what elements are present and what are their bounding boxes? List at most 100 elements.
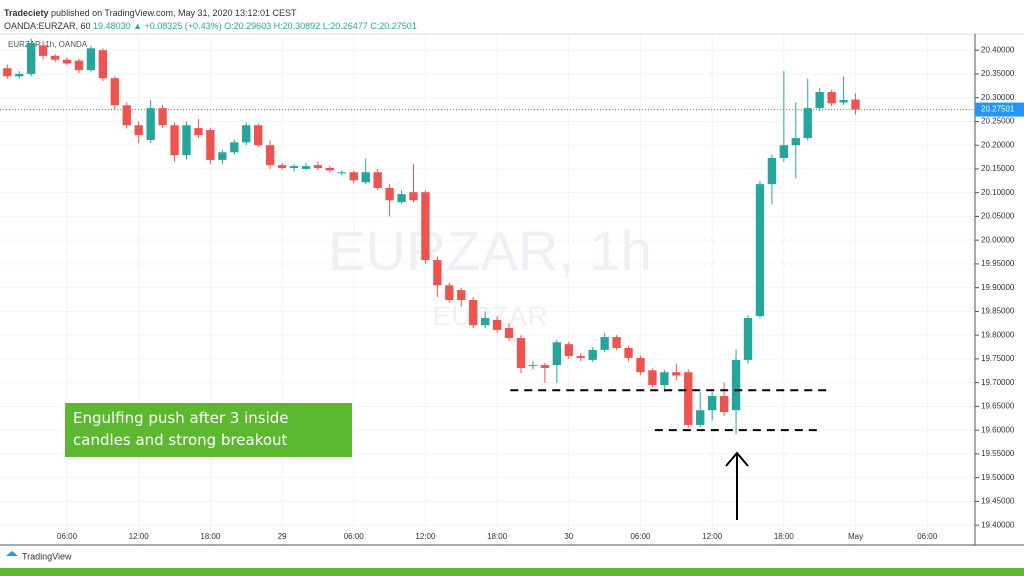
y-tick-label: 19.75000 <box>981 354 1015 363</box>
candle-body <box>827 91 836 104</box>
last-price-label: 20.27501 <box>981 105 1015 114</box>
candle-body <box>170 125 179 156</box>
candle-body <box>707 395 717 411</box>
symbol: OANDA:EURZAR, 60 <box>4 21 91 31</box>
x-tick-label: 12:00 <box>702 532 723 541</box>
candle-body <box>851 99 860 110</box>
candle-body <box>242 125 251 143</box>
y-tick-label: 19.55000 <box>981 449 1015 458</box>
candle-body <box>492 319 502 330</box>
candle-body <box>528 365 538 367</box>
candle-body <box>612 337 621 348</box>
logo <box>6 551 18 556</box>
x-tick-label: 29 <box>278 532 287 541</box>
candle-body <box>755 184 765 317</box>
candle-body <box>600 337 609 350</box>
x-tick-label: 12:00 <box>415 532 436 541</box>
watermark: EURZAR, 1h <box>328 219 652 282</box>
candle-body <box>230 142 239 153</box>
candle-body <box>38 45 48 56</box>
x-tick-label: 18:00 <box>774 532 795 541</box>
arrow <box>725 451 749 520</box>
candle-body <box>253 125 263 146</box>
published: published on TradingView.com, May 31, 20… <box>51 8 297 18</box>
quote-line: OANDA:EURZAR, 60 19.48030 ▲ +0.08325 (+0… <box>4 21 417 31</box>
x-tick-label: May <box>848 532 863 541</box>
x-tick-label: 06:00 <box>917 532 938 541</box>
x-tick-label: 06:00 <box>630 532 651 541</box>
y-tick-label: 20.20000 <box>981 140 1015 149</box>
candle-body <box>409 192 418 201</box>
candle-body <box>803 108 812 139</box>
candle-body <box>480 318 490 326</box>
candle-body <box>791 138 800 146</box>
candle-body <box>636 357 645 373</box>
close: C:20.27501 <box>370 21 417 31</box>
y-tick-label: 19.45000 <box>981 497 1015 506</box>
candle-body <box>15 73 24 77</box>
candle-body <box>373 172 382 188</box>
y-tick-label: 20.40000 <box>981 45 1015 54</box>
candle-body <box>433 260 442 286</box>
candle-body <box>767 158 777 185</box>
candle-body <box>86 48 96 71</box>
candle-body <box>564 344 573 357</box>
x-tick-label: 12:00 <box>129 532 150 541</box>
candle-body <box>182 125 191 156</box>
candle-body <box>289 166 299 168</box>
candle-body <box>696 410 705 425</box>
candle-body <box>660 372 669 386</box>
bottom-bar <box>0 568 1024 576</box>
marks <box>0 38 975 434</box>
y-tick-label: 20.30000 <box>981 93 1015 102</box>
low: L:20.26477 <box>323 21 368 31</box>
candle-body <box>27 43 36 74</box>
x-tick-label: 06:00 <box>344 532 365 541</box>
candle-body <box>385 187 394 201</box>
candle-body <box>624 347 633 358</box>
candle-body <box>313 165 323 168</box>
candle-body <box>516 338 526 368</box>
candle-body <box>50 55 60 60</box>
y-tick-label: 19.95000 <box>981 259 1015 268</box>
y-tick-label: 20.00000 <box>981 235 1015 244</box>
candle-body <box>325 167 335 171</box>
y-tick-label: 19.80000 <box>981 330 1015 339</box>
candle-body <box>194 128 203 136</box>
x-tick-label: 06:00 <box>57 532 78 541</box>
y-tick-label: 19.60000 <box>981 425 1015 434</box>
candle-body <box>301 166 311 169</box>
candle-body <box>576 356 585 358</box>
candle-body <box>349 172 358 181</box>
candle-body <box>504 328 514 339</box>
x-tick-label: 18:00 <box>200 532 221 541</box>
candle-body <box>719 395 729 413</box>
candle-body <box>648 370 657 386</box>
y-tick-label: 19.50000 <box>981 473 1015 482</box>
y-tick-label: 19.85000 <box>981 307 1015 316</box>
last-price-box <box>975 102 1024 117</box>
candle-body <box>469 300 478 326</box>
header-line: Tradeciety published on TradingView.com,… <box>4 8 297 18</box>
candle-body <box>397 194 406 203</box>
y-tick-label: 19.65000 <box>981 402 1015 411</box>
candle-body <box>588 349 597 360</box>
candle-body <box>206 129 215 160</box>
candle-body <box>361 172 370 183</box>
candle-body <box>684 372 693 425</box>
watermark: EURZAR <box>432 300 547 331</box>
candle-body <box>743 318 753 360</box>
annotation: Engulfing push after 3 inside candles an… <box>65 403 352 457</box>
candle-body <box>457 290 466 301</box>
author: Tradeciety <box>4 8 49 18</box>
candle-body <box>731 359 741 411</box>
candle-body <box>134 125 143 136</box>
candle-body <box>815 91 824 109</box>
y-tick-label: 20.10000 <box>981 188 1015 197</box>
candle-body <box>839 100 848 103</box>
arrow-head <box>725 451 749 467</box>
y-tick-label: 20.25000 <box>981 117 1015 126</box>
x-tick-label: 30 <box>564 532 573 541</box>
